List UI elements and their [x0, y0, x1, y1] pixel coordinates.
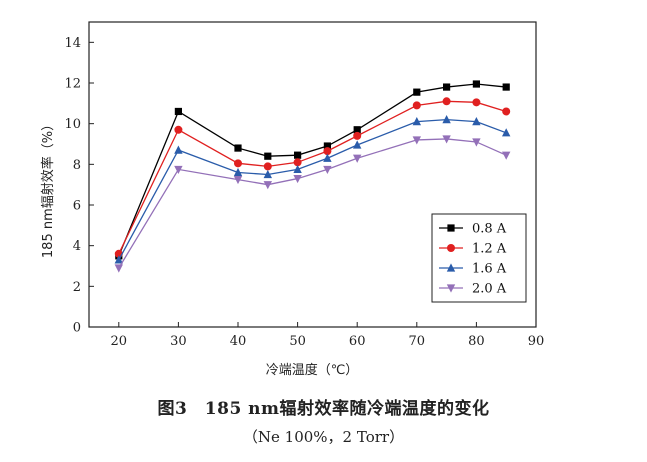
legend-marker	[447, 244, 455, 252]
data-point	[323, 142, 331, 150]
legend-item: 1.6 A	[439, 262, 507, 277]
data-point	[353, 126, 361, 134]
data-point	[472, 138, 481, 147]
data-point	[353, 154, 362, 163]
legend-marker	[446, 284, 456, 293]
legend-item: 0.8 A	[439, 222, 507, 237]
series-1	[114, 97, 511, 258]
data-point	[472, 80, 480, 88]
y-tick-label: 10	[64, 117, 81, 132]
x-tick-label: 40	[230, 334, 247, 349]
data-point	[323, 165, 332, 175]
data-point	[323, 153, 332, 162]
x-tick-label: 60	[349, 334, 366, 349]
series-0	[115, 80, 510, 260]
y-tick-label: 6	[73, 199, 81, 214]
data-point	[502, 83, 510, 91]
data-point	[263, 162, 272, 171]
series-layer	[114, 80, 511, 273]
data-point	[442, 97, 451, 106]
y-tick-label: 2	[73, 280, 81, 295]
data-point	[263, 181, 272, 190]
legend-box	[431, 213, 527, 303]
figure-caption-title: 图3 185 nm辐射效率随冷端温度的变化	[157, 399, 490, 419]
data-point	[293, 164, 302, 174]
y-axis-label: 185 nm辐射效率（%）	[40, 118, 56, 258]
series-3	[114, 135, 511, 273]
y-tick-label: 0	[73, 321, 81, 336]
data-point	[502, 107, 511, 116]
data-point	[174, 145, 183, 154]
data-point	[472, 117, 481, 126]
data-point	[442, 115, 451, 124]
legend-label: 1.2 A	[472, 242, 507, 257]
data-point	[293, 174, 302, 184]
data-point	[353, 131, 362, 140]
legend-marker	[446, 263, 456, 272]
data-point	[264, 152, 272, 160]
x-tick-label: 20	[111, 334, 128, 349]
data-point	[233, 167, 243, 177]
data-point	[472, 98, 481, 107]
legend-item: 1.2 A	[439, 242, 507, 257]
data-point	[502, 151, 511, 160]
data-point	[413, 88, 421, 96]
y-tick-label: 4	[73, 239, 81, 254]
x-tick-label: 70	[409, 334, 426, 349]
data-point	[234, 159, 242, 168]
data-point	[412, 136, 421, 145]
data-point	[412, 117, 421, 126]
data-point	[294, 151, 302, 159]
y-axis: 0 2 4 6 8 10 12 14	[64, 36, 94, 336]
data-point	[174, 125, 183, 134]
data-point	[263, 169, 272, 179]
legend-marker	[447, 224, 455, 232]
line-chart: 20 30 40 50 60 70 80 90 0 2 4 6 8 10 12 14 冷端温度（℃） 185…	[40, 21, 545, 378]
data-point	[174, 165, 183, 175]
x-tick-label: 50	[289, 334, 306, 349]
y-tick-label: 8	[73, 158, 81, 173]
y-tick-label: 12	[64, 77, 81, 92]
data-point	[412, 101, 421, 110]
legend-item: 2.0 A	[439, 282, 507, 297]
legend: 0.8 A 1.2 A 1.6 A 2.0 A	[431, 213, 527, 303]
data-point	[174, 107, 182, 116]
data-point	[443, 83, 451, 91]
data-point	[114, 255, 123, 264]
x-tick-label: 90	[528, 334, 545, 349]
y-tick-label: 14	[64, 36, 81, 51]
data-point	[233, 175, 243, 185]
series-2	[114, 115, 511, 264]
x-axis-label: 冷端温度（℃）	[266, 362, 359, 378]
x-axis: 20 30 40 50 60 70 80 90	[111, 322, 545, 349]
figure-caption-subtitle: （Ne 100%，2 Torr）	[242, 428, 405, 446]
legend-label: 2.0 A	[472, 282, 507, 297]
data-point	[442, 135, 451, 144]
data-point	[293, 158, 302, 167]
legend-label: 1.6 A	[472, 262, 507, 277]
data-point	[114, 264, 123, 273]
data-point	[234, 144, 242, 152]
x-tick-label: 80	[468, 334, 485, 349]
data-point	[323, 147, 332, 156]
x-tick-label: 30	[170, 334, 187, 349]
legend-label: 0.8 A	[472, 222, 507, 237]
data-point	[353, 140, 362, 149]
data-point	[502, 128, 511, 137]
